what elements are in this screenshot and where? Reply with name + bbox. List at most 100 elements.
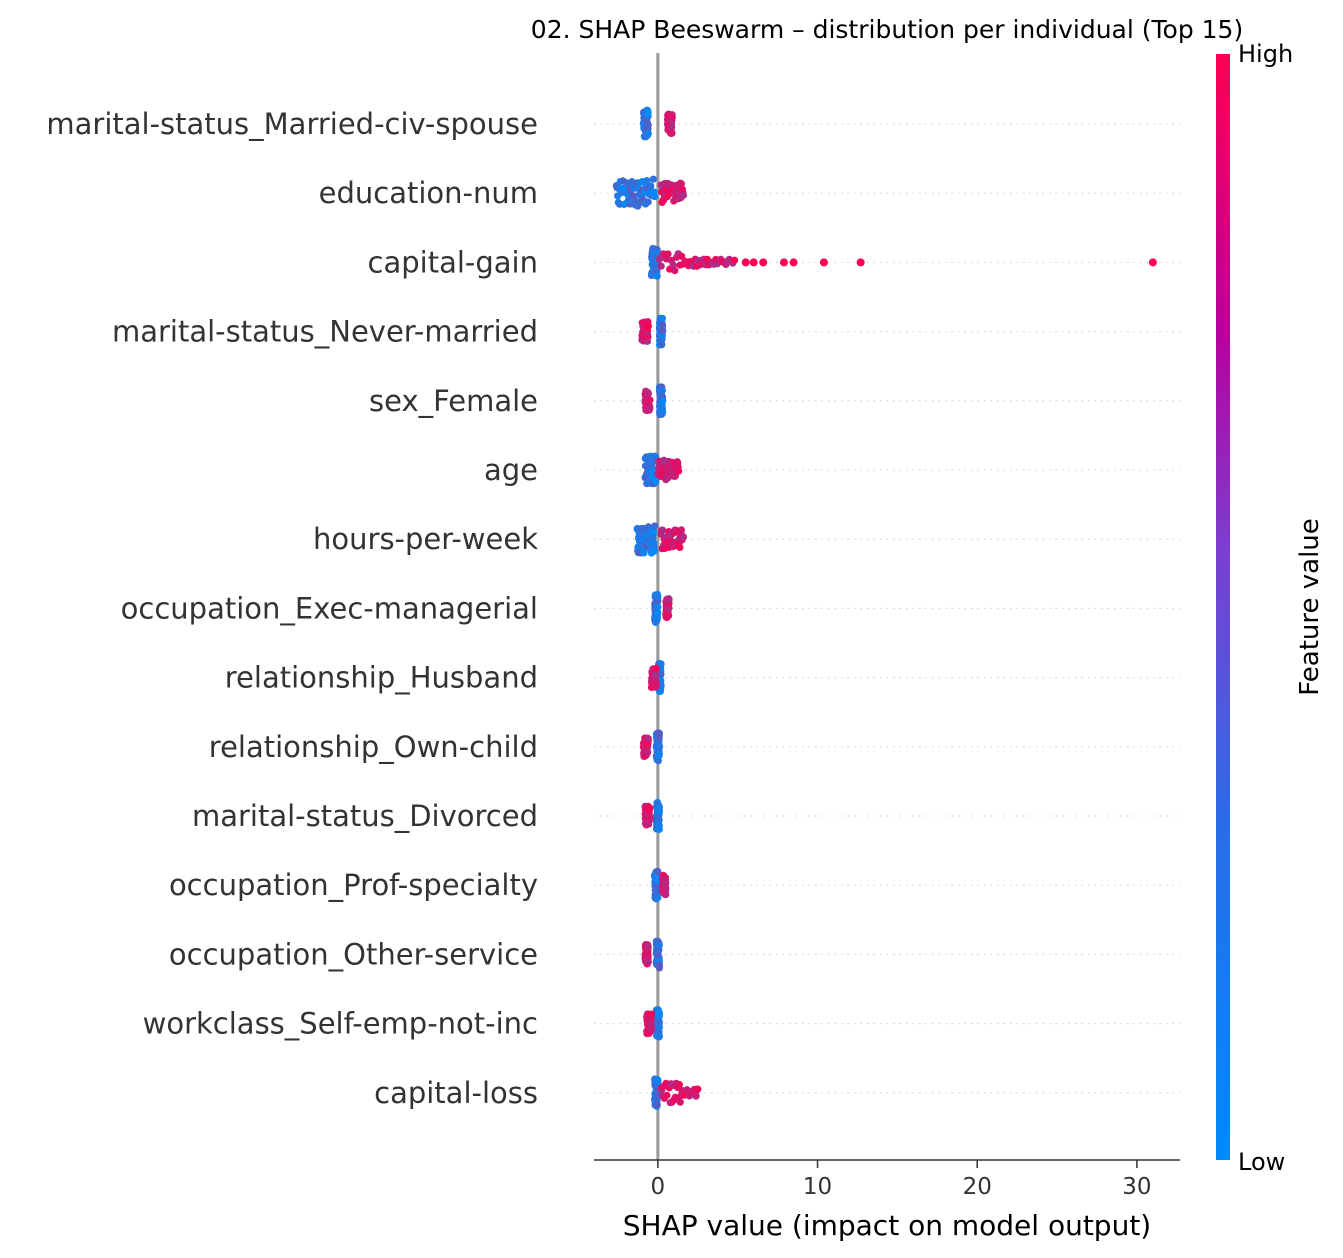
data-point [677,180,685,188]
data-point [646,804,654,812]
data-point [658,340,666,348]
data-point [668,114,676,122]
data-point [659,408,667,416]
data-point [654,1076,662,1084]
data-point [644,108,652,116]
feature-label: occupation_Other-service [169,937,538,971]
outlier-point [819,258,828,267]
data-point [658,387,666,395]
x-tick-label: 0 [651,1174,666,1200]
data-point [677,526,685,534]
data-point [669,261,677,269]
data-point [644,322,652,330]
data-point [650,547,658,555]
feature-label: relationship_Own-child [209,730,538,764]
data-point [643,177,651,185]
data-point [653,1101,661,1109]
data-point [655,803,664,811]
feature-label: marital-status_Never-married [112,315,538,349]
data-point [676,1098,684,1106]
data-point [654,893,662,902]
data-point [649,528,658,536]
x-axis-title: SHAP value (impact on model output) [623,1209,1151,1242]
x-tick-label: 10 [803,1174,832,1200]
data-point [662,890,670,899]
x-tick-label: 30 [1122,1174,1151,1200]
data-point [655,961,664,969]
data-point [654,603,662,611]
feature-label: capital-loss [374,1076,538,1110]
data-point [659,327,667,335]
data-point [675,1080,684,1089]
data-point [644,958,652,966]
x-tick-label: 20 [963,1174,992,1200]
data-point [649,175,657,183]
data-point [665,596,673,604]
feature-label: hours-per-week [313,522,538,556]
data-point [647,1010,656,1018]
data-point [665,611,673,620]
data-point [655,816,663,824]
outlier-point [749,258,758,267]
data-point [668,123,676,132]
data-point [676,543,684,552]
data-point [652,477,660,486]
data-point [663,1091,671,1099]
data-point [655,729,663,737]
data-point [646,396,654,404]
data-point [659,397,667,405]
data-point [654,608,662,617]
data-point [646,814,654,822]
beeswarm-points [612,106,1157,1110]
feature-label: relationship_Husband [225,661,538,695]
data-point [655,941,663,949]
data-point [664,250,672,258]
data-point [655,822,663,830]
data-point [655,749,663,758]
data-point [675,467,683,475]
data-point [655,1023,663,1032]
data-point [671,266,679,275]
data-point [655,1011,664,1020]
data-point [652,680,660,688]
data-point [658,526,667,534]
data-point [654,593,662,601]
data-point [659,321,667,329]
data-point [679,533,688,541]
data-point [679,191,688,199]
data-point [651,192,659,201]
data-point [668,129,676,137]
feature-label: age [484,453,538,487]
outlier-point [856,258,865,267]
data-point [644,198,652,206]
data-point [658,314,666,322]
data-point [653,272,661,280]
data-point [657,262,665,270]
outlier-point [741,258,750,267]
data-point [644,734,652,743]
data-point [644,748,652,756]
feature-label: occupation_Exec-managerial [121,591,538,625]
data-point [644,389,652,398]
data-point [730,256,739,264]
data-point [657,660,665,668]
data-point [651,522,659,530]
data-point [646,404,654,413]
outlier-point [780,258,789,267]
data-point [644,943,652,951]
data-point [652,670,660,679]
data-point [655,1033,663,1041]
feature-label: capital-gain [368,245,538,279]
colorbar-low-label: Low [1238,1148,1285,1176]
feature-labels: marital-status_Married-civ-spouseeducati… [46,107,538,1110]
data-point [629,192,637,200]
data-point [654,867,662,876]
feature-label: workclass_Self-emp-not-inc [143,1007,538,1041]
data-point [644,130,652,138]
data-point [652,664,660,672]
data-point [647,1025,655,1033]
colorbar-title: Feature value [1295,518,1325,696]
data-point [644,333,652,341]
outlier-point [1148,258,1157,267]
